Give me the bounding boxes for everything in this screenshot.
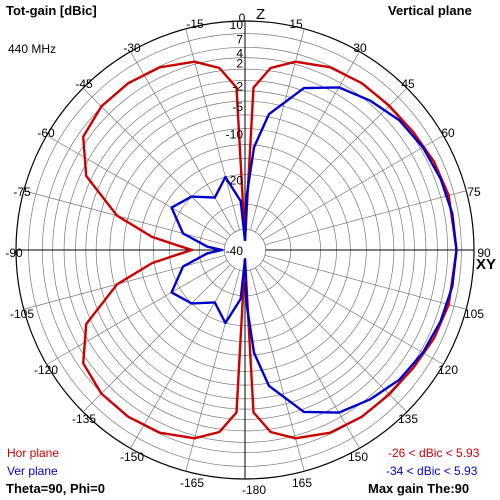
grid-spoke	[262, 135, 444, 240]
angle-tick-label: 45	[401, 77, 415, 91]
legend-ver-label: Ver plane	[7, 464, 58, 478]
grid-spoke	[255, 51, 360, 233]
radial-tick-label: -20	[226, 173, 244, 187]
grid-spoke	[82, 87, 231, 236]
radial-tick-label: -40	[226, 244, 244, 258]
plane-label: Vertical plane	[388, 3, 472, 18]
grid-spoke	[259, 264, 408, 413]
radial-tick-label: 10	[230, 18, 244, 32]
radial-tick-label: 4	[236, 46, 243, 60]
radial-tick-label: -2	[232, 80, 243, 94]
angle-tick-label: -45	[75, 77, 93, 91]
angle-tick-label: 135	[398, 412, 418, 426]
radial-tick-label: 7	[236, 33, 243, 47]
legend-hor-range: -26 < dBic < 5.93	[388, 446, 480, 460]
angle-tick-label: -120	[34, 363, 58, 377]
polar-curves	[82, 60, 458, 440]
angle-tick-label: -180	[242, 483, 266, 497]
legend-hor-label: Hor plane	[7, 446, 60, 460]
grid-spoke	[82, 264, 231, 413]
grid-spoke	[46, 260, 228, 365]
grid-spoke	[130, 267, 235, 449]
angle-tick-labels: -15 -30 -45 -60 -75 -90 -105 -120 -135 -150 -165 -1…	[5, 11, 491, 497]
footer-angles: Theta=90, Phi=0	[6, 481, 105, 496]
angle-tick-label: 90	[477, 246, 491, 260]
footer-max-gain: Max gain The:90	[368, 481, 470, 496]
angle-tick-label: -75	[13, 185, 31, 199]
angle-tick-label: 150	[348, 450, 368, 464]
angle-tick-label: 60	[441, 126, 455, 140]
angle-tick-label: -60	[37, 126, 55, 140]
angle-tick-label: 30	[353, 41, 367, 55]
angle-tick-label: 0	[239, 11, 246, 25]
series-ver-plane	[170, 86, 458, 414]
grid-spoke	[264, 190, 467, 246]
angle-tick-label: -150	[120, 450, 144, 464]
grid-spoke	[262, 260, 444, 365]
xy-axis-label: XY	[476, 256, 497, 273]
radial-tick-label: 2	[236, 57, 243, 71]
angle-tick-label: 105	[464, 307, 484, 321]
grid-spoke	[23, 254, 226, 310]
series-hor-plane	[82, 60, 458, 440]
angle-tick-label: -30	[123, 41, 141, 55]
radial-tick-label: -10	[226, 128, 244, 142]
grid-spoke	[46, 135, 228, 240]
angle-tick-label: -135	[72, 412, 96, 426]
legend-ver-range: -34 < dBic < 5.93	[386, 464, 478, 478]
angle-tick-label: -165	[180, 476, 204, 490]
angle-tick-label: -90	[5, 246, 23, 260]
angle-tick-label: 165	[292, 476, 312, 490]
z-axis-label: Z	[256, 6, 266, 23]
frequency-label: 440 MHz	[8, 42, 57, 56]
grid-spoke	[255, 267, 360, 449]
radial-tick-label: -5	[232, 100, 243, 114]
angle-tick-label: -105	[10, 307, 34, 321]
chart-title: Tot-gain [dBic]	[6, 3, 97, 18]
angle-tick-label: -15	[186, 17, 204, 31]
angle-tick-label: 120	[438, 363, 458, 377]
grid-spoke	[23, 190, 226, 246]
angle-tick-label: 75	[467, 185, 481, 199]
grid-spoke	[259, 87, 408, 236]
grid-spoke	[130, 51, 235, 233]
grid-spoke	[264, 254, 467, 310]
angle-tick-label: 15	[289, 17, 303, 31]
